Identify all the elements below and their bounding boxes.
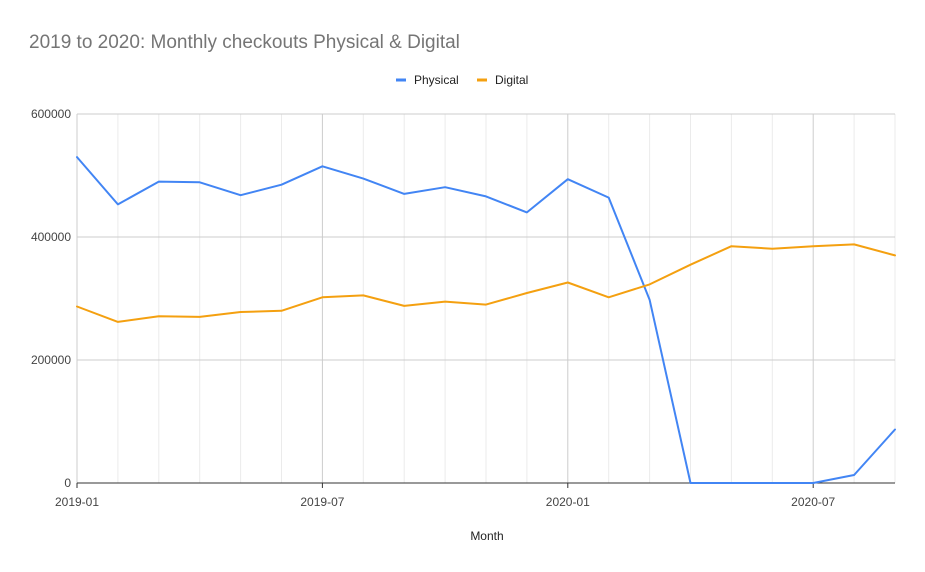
legend-label-digital: Digital: [495, 73, 528, 87]
series-lines: [76, 156, 896, 484]
x-axis-title: Month: [470, 529, 503, 543]
y-tick-label: 200000: [31, 353, 71, 367]
y-tick-label: 600000: [31, 107, 71, 121]
series-line-digital: [76, 243, 896, 323]
legend: Physical Digital: [396, 73, 528, 87]
legend-label-physical: Physical: [414, 73, 459, 87]
chart-title: 2019 to 2020: Monthly checkouts Physical…: [29, 32, 460, 53]
series-line-physical: [76, 156, 896, 484]
y-tick-label: 400000: [31, 230, 71, 244]
x-tick-label: 2019-01: [55, 495, 99, 509]
y-axis-labels: 0 200000 400000 600000: [31, 107, 71, 490]
x-tick-label: 2020-07: [791, 495, 835, 509]
x-tick-label: 2019-07: [300, 495, 344, 509]
gridlines: [76, 113, 896, 483]
y-tick-label: 0: [64, 476, 71, 490]
x-tick-label: 2020-01: [546, 495, 590, 509]
x-axis-labels: 2019-01 2019-07 2020-01 2020-07: [55, 483, 836, 509]
